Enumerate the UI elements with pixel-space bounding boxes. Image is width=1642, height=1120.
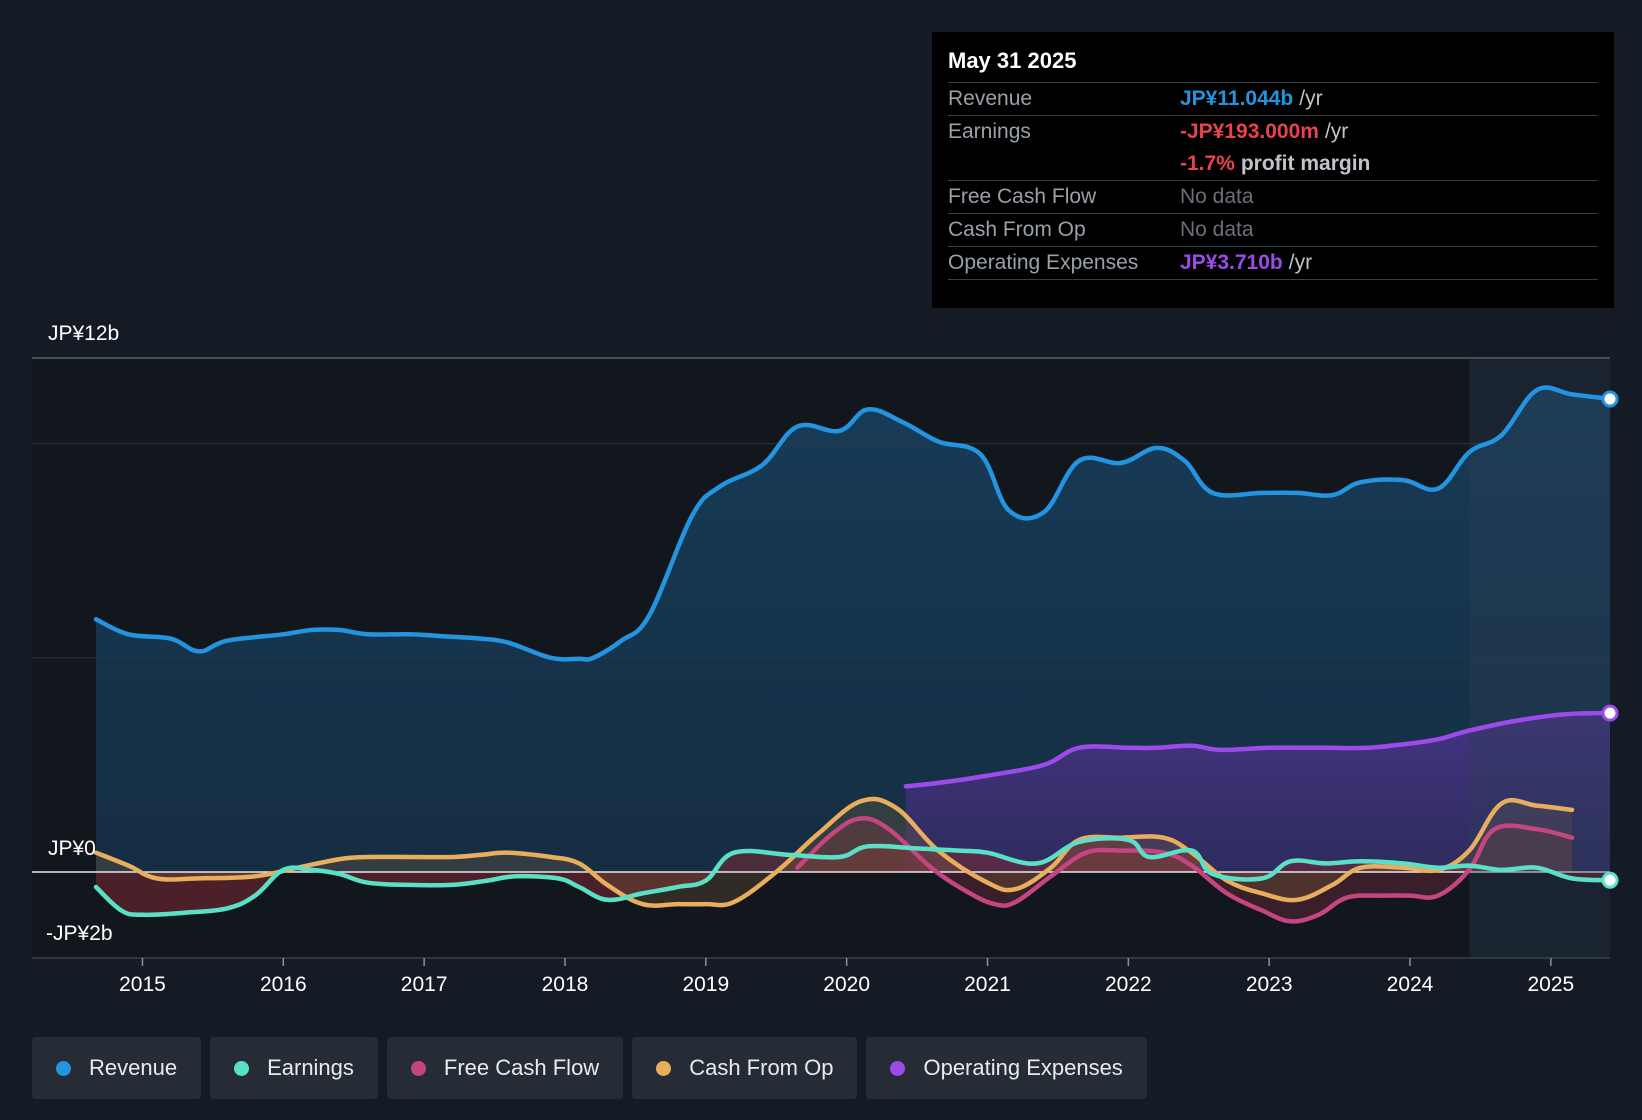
x-tick-label: 2019 xyxy=(682,973,729,996)
legend-item-cash-from-op[interactable]: Cash From Op xyxy=(632,1037,858,1099)
tooltip-earnings-value: -JP¥193.000m xyxy=(1180,120,1319,143)
legend-dot-icon xyxy=(656,1060,672,1076)
tooltip-revenue-value: JP¥11.044b xyxy=(1180,87,1294,110)
earnings-end-marker xyxy=(1601,871,1619,889)
legend-item-revenue[interactable]: Revenue xyxy=(32,1037,202,1099)
tooltip-revenue-label: Revenue xyxy=(948,87,1033,110)
legend: Revenue Earnings Free Cash Flow Cash Fro… xyxy=(32,1037,1147,1099)
revenue-end-marker xyxy=(1601,390,1619,408)
cfo-area xyxy=(96,798,1572,906)
y-label-zero: JP¥0 xyxy=(48,837,96,860)
legend-item-free-cash-flow[interactable]: Free Cash Flow xyxy=(386,1037,624,1099)
legend-label: Free Cash Flow xyxy=(443,1055,600,1080)
tooltip-cfo-row: Cash From Op No data xyxy=(948,214,1598,247)
legend-item-earnings[interactable]: Earnings xyxy=(210,1037,378,1099)
tooltip-fcf-value: No data xyxy=(1180,185,1254,208)
legend-dot-icon xyxy=(56,1060,71,1076)
fcf-area xyxy=(797,818,1572,922)
tooltip-earnings-row: Earnings -JP¥193.000m/yr xyxy=(948,116,1598,148)
x-tick-label: 2023 xyxy=(1246,973,1293,996)
tooltip-earnings-label: Earnings xyxy=(948,120,1031,143)
tooltip-cfo-value: No data xyxy=(1180,218,1254,241)
legend-dot-icon xyxy=(234,1060,250,1076)
tooltip-opex-row: Operating Expenses JP¥3.710b/yr xyxy=(948,247,1598,280)
tooltip-date: May 31 2025 xyxy=(948,46,1598,83)
x-tick-label: 2024 xyxy=(1387,973,1434,996)
earnings-line xyxy=(93,836,1610,918)
tooltip-opex-value: JP¥3.710b xyxy=(1180,251,1283,274)
x-tick-label: 2022 xyxy=(1105,973,1152,996)
tooltip-revenue-unit: /yr xyxy=(1299,87,1323,110)
operating-expenses-area xyxy=(905,713,1610,872)
legend-label: Earnings xyxy=(267,1055,354,1080)
x-tick-label: 2025 xyxy=(1527,973,1574,996)
free-cash-flow-line xyxy=(795,816,1575,924)
tooltip-opex-label: Operating Expenses xyxy=(948,251,1139,274)
legend-label: Operating Expenses xyxy=(923,1055,1123,1080)
opex-end-marker xyxy=(1601,704,1619,722)
tooltip-margin-label: profit margin xyxy=(1240,152,1371,175)
tooltip-earnings-unit: /yr xyxy=(1324,120,1349,143)
y-label-bottom: -JP¥2b xyxy=(46,922,113,945)
legend-dot-icon xyxy=(890,1060,906,1076)
legend-dot-icon xyxy=(410,1060,426,1076)
cash-from-op-line xyxy=(93,796,1575,908)
tooltip-opex-unit: /yr xyxy=(1288,251,1313,274)
legend-label: Revenue xyxy=(89,1055,178,1080)
x-tick-label: 2016 xyxy=(260,973,307,996)
tooltip-panel: May 31 2025 Revenue JP¥11.044b/yr Earnin… xyxy=(932,32,1614,308)
x-tick-label: 2018 xyxy=(542,973,589,996)
y-label-top: JP¥12b xyxy=(48,322,119,345)
legend-label: Cash From Op xyxy=(689,1055,834,1080)
x-tick-label: 2021 xyxy=(964,973,1011,996)
x-tick-label: 2015 xyxy=(119,973,166,996)
operating-expenses-line xyxy=(903,710,1610,789)
recent-period-highlight xyxy=(1469,358,1610,958)
tooltip-revenue-row: Revenue JP¥11.044b/yr xyxy=(948,83,1598,116)
tooltip-margin-row: -1.7% profit margin xyxy=(948,148,1598,181)
x-tick-label: 2017 xyxy=(401,973,448,996)
tooltip-margin-value: -1.7% xyxy=(1180,152,1235,175)
tooltip-cfo-label: Cash From Op xyxy=(948,218,1086,241)
legend-item-operating-expenses[interactable]: Operating Expenses xyxy=(866,1037,1147,1099)
revenue-line xyxy=(93,385,1610,662)
x-tick-label: 2020 xyxy=(823,973,870,996)
tooltip-fcf-row: Free Cash Flow No data xyxy=(948,181,1598,214)
tooltip-fcf-label: Free Cash Flow xyxy=(948,185,1097,208)
